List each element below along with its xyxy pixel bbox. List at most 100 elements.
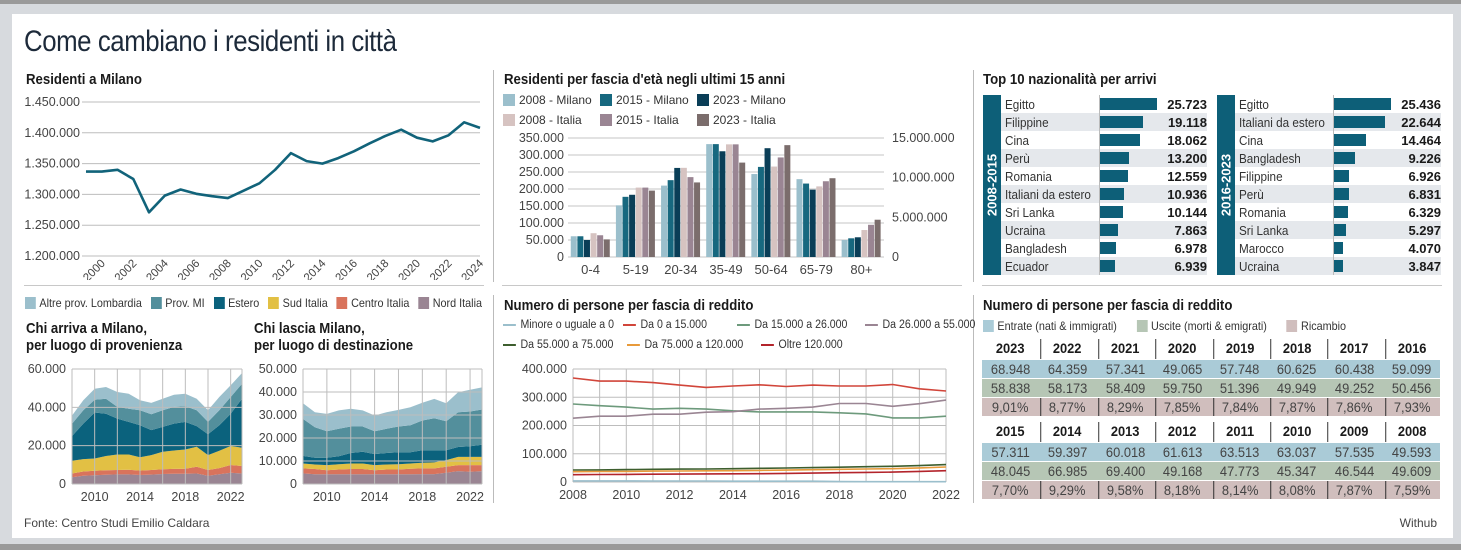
table-cell: 9,01% [991,399,1029,415]
divider [24,285,484,286]
legend-label: Nord Italia [432,296,482,310]
y-tick-label: 1.450.000 [24,95,80,109]
y-tick-label: 1.350.000 [24,157,80,171]
ricambio-table-2015-2008: 2015 2014 2013 2012 2011 2010 2009 2008 57.311 59… [982,422,1440,500]
y-tick-label: 40.000 [259,385,297,399]
nationality-name: Sri Lanka [1005,204,1055,220]
arrivi-area-chart: 0 20.000 40.000 60.000 2010 2014 2018 2022 [28,362,245,504]
bar [771,166,778,257]
nationality-bar [1334,242,1344,254]
nationality-bar [1334,98,1391,110]
nationality-bar [1100,116,1143,128]
divider [493,70,494,282]
legend-label: Entrate (nati & immigrati) [997,319,1117,333]
chart-title-arrivi-2: per luogo di provenienza [26,337,183,354]
nationality-bar [1100,98,1158,110]
legend-swatch [697,94,709,106]
table-cell: 8,77% [1040,398,1094,416]
nationality-bar [1100,134,1141,146]
table-cell: 2022 [1040,339,1094,359]
table-cell: 49.949 [1277,380,1317,396]
bar [635,187,642,257]
uscite-row: 48.045 66.985 69.400 49.168 47.773 45.347 46.5… [982,462,1440,480]
table-cell: 66.985 [1048,463,1088,479]
table-cell: 57.341 [1105,361,1145,377]
nationality-row: Ucraina 3.847 [1235,257,1441,275]
x-tick-label: 2002 [113,258,140,280]
legend-label: Minore o uguale a 0 [520,319,615,331]
legend-line [623,324,636,326]
legend-label: Sud Italia [282,296,328,310]
nationality-name: Ucraina [1005,222,1046,238]
nationality-bar [1100,242,1116,254]
bar [732,144,739,257]
table-cell: 9,58% [1098,481,1151,499]
nationality-bar [1100,260,1116,272]
x-tick-label: 2010 [81,490,109,504]
divider [973,295,974,503]
x-tick-label: 2006 [176,258,203,280]
bar [597,235,604,257]
legend-line [865,324,878,326]
table-cell: 49.593 [1391,444,1432,460]
x-tick-label: 2022 [217,490,245,504]
table-cell: 2023 [995,340,1025,356]
legend-swatch [983,320,994,332]
legend-label: Prov. MI [165,296,205,310]
period-band: 2016-2023 [1217,95,1235,275]
nationality-value: 25.723 [1167,96,1207,112]
y-left-tick-label: 200.000 [519,182,564,196]
table-cell: 8,14% [1212,481,1266,499]
table-cell: 50.456 [1391,380,1432,396]
axis-line [1333,95,1334,275]
y-right-tick-label: 15.000.000 [892,131,955,145]
reddito-line-chart: 0 100.000 200.000 300.000 400.000 2008 2010 201… [522,362,960,502]
table-cell: 57.748 [1219,361,1260,377]
nationality-bar [1334,152,1355,164]
table-cell: 60.018 [1105,444,1145,460]
nationality-bar [1334,134,1367,146]
header-row: 2015 2014 2013 2012 2011 2010 2009 2008 [982,422,1440,442]
nationality-value: 5.297 [1408,222,1441,238]
nationality-row: Italiani da estero 22.644 [1235,113,1441,131]
bar [674,167,681,257]
legend-label: 2023 - Italia [713,113,776,127]
area-centro-italia [303,465,482,475]
nationality-row: Filippine 19.118 [1001,113,1207,131]
area-estero [303,444,482,466]
bar [784,145,791,257]
nationality-row: Ucraina 7.863 [1001,221,1207,239]
table-cell: 2015 [995,423,1025,439]
legend-item: Sud Italia [268,296,328,310]
nationality-value: 6.926 [1408,168,1441,184]
table-cell: 7,87% [1270,398,1323,416]
legend-swatch [1286,320,1298,332]
bar [706,144,713,257]
nationality-value: 10.144 [1167,204,1207,220]
axis-line [1099,95,1100,275]
table-cell: 45.347 [1277,463,1317,479]
nationality-value: 3.847 [1408,258,1441,274]
nationality-name: Ecuador [1005,258,1049,274]
table-cell: 7,84% [1212,398,1266,416]
bar [822,181,829,257]
legend-line [737,324,750,326]
category-label: 5-19 [623,262,649,277]
nationality-row: Egitto 25.436 [1235,95,1441,113]
nationality-row: Sri Lanka 10.144 [1001,203,1207,221]
table-cell: 8,29% [1098,398,1151,416]
bar [861,230,868,257]
legend-swatch [503,94,515,106]
legend-swatch [150,297,162,309]
nationality-value: 6.329 [1408,204,1441,220]
table-cell: 58.173 [1048,380,1088,396]
nationality-value: 9.226 [1408,150,1441,166]
chart-title-partenze-2: per luogo di destinazione [254,337,414,354]
bar [757,166,764,257]
x-tick-label: 2010 [612,488,640,502]
x-tick-label: 2010 [313,490,341,504]
y-right-tick-label: 10.000.000 [892,171,955,185]
bar [874,219,881,257]
table-cell: 2011 [1212,422,1266,442]
legend-item: Centro Italia [336,296,409,310]
